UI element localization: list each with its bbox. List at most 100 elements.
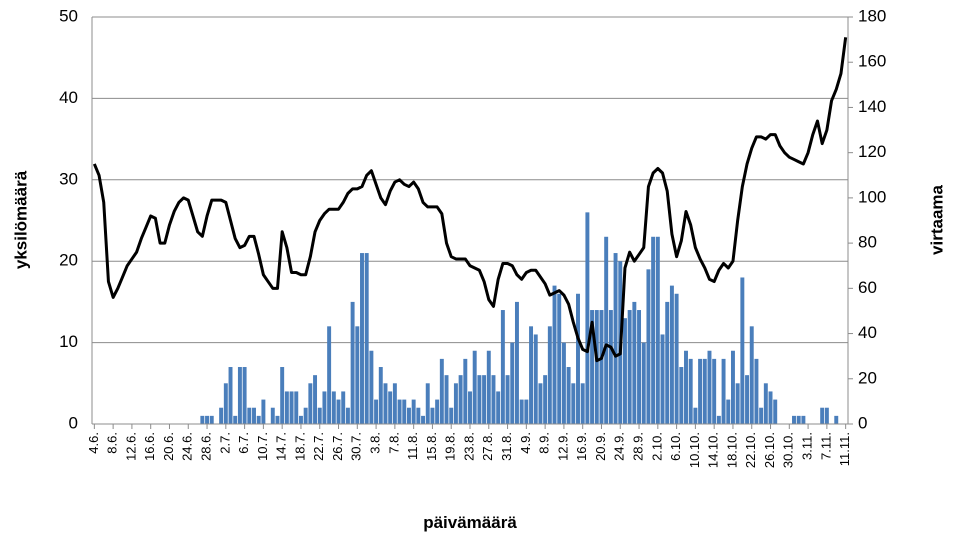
bar [284,391,289,424]
bar [524,399,529,424]
bar [552,285,557,424]
y-tick-label: 30 [59,169,78,188]
y2-tick-label: 160 [858,52,886,71]
bar [237,367,242,424]
bar [716,415,721,424]
bar [383,383,388,424]
x-tick-label: 22.10. [743,432,758,468]
bar [571,383,576,424]
bar [289,391,294,424]
bar [622,318,627,424]
bar [482,375,487,424]
bar [416,407,421,424]
bar [336,399,341,424]
y2-tick-label: 60 [858,278,877,297]
x-tick-label: 7.8. [386,432,401,454]
x-tick-label: 26.10. [762,432,777,468]
bar [496,391,501,424]
bar [378,367,383,424]
bar [270,407,275,424]
x-tick-label: 26.7. [330,432,345,461]
bar [219,407,224,424]
bar [280,367,285,424]
y2-tick-label: 100 [858,187,886,206]
bar [308,383,313,424]
x-axis-label: päivämäärä [423,513,517,532]
bar [543,375,548,424]
bar [458,375,463,424]
y2-tick-label: 140 [858,97,886,116]
y-tick-label: 0 [69,413,78,432]
bar [599,310,604,424]
x-tick-label: 8.6. [105,432,120,454]
x-tick-label: 2.7. [217,432,232,454]
bar [298,415,303,424]
bar [200,415,205,424]
bar [796,415,801,424]
bar [256,415,261,424]
bar [651,236,656,424]
bar [519,399,524,424]
bar [505,375,510,424]
bar [768,391,773,424]
bar [406,407,411,424]
x-tick-label: 6.7. [236,432,251,454]
x-tick-label: 20.9. [593,432,608,461]
bar [397,399,402,424]
y-tick-label: 40 [59,88,78,107]
bar [209,415,214,424]
bar [233,415,238,424]
bar [345,407,350,424]
bar [355,326,360,424]
bar [223,383,228,424]
bar [261,399,266,424]
bar [491,375,496,424]
x-tick-label: 12.6. [123,432,138,461]
x-tick-label: 11.8. [405,432,420,460]
bar [453,383,458,424]
bar [759,407,764,424]
x-tick-label: 6.10. [668,432,683,461]
bar [317,407,322,424]
bar [327,326,332,424]
x-tick-label: 4.6. [86,432,101,454]
y2-tick-label: 20 [858,368,877,387]
bar [275,415,280,424]
x-tick-label: 12.9. [555,432,570,461]
bar [547,326,552,424]
x-tick-label: 10.7. [255,432,270,461]
line [92,37,848,363]
bar [726,399,731,424]
bar [763,383,768,424]
x-tick-label: 2.10. [649,432,664,461]
x-tick-label: 31.8. [499,432,514,461]
bar [608,310,613,424]
x-tick-label: 30.7. [349,432,364,461]
x-tick-label: 3.8. [368,432,383,454]
y-tick-label: 50 [59,6,78,25]
x-tick-label: 30.10. [781,432,796,468]
bar [669,285,674,424]
bar [533,334,538,424]
bar [646,269,651,424]
y2-tick-label: 180 [858,6,886,25]
x-tick-label: 14.7. [274,432,289,461]
bar [627,310,632,424]
bar [486,350,491,424]
bar [660,334,665,424]
bar [749,326,754,424]
x-tick-label: 22.7. [311,432,326,461]
bar [684,350,688,424]
bar [792,415,796,424]
x-tick-label: 8.9. [537,432,552,454]
bar [529,326,534,424]
bar [707,350,712,424]
y-tick-label: 20 [59,251,78,270]
bar [679,367,684,424]
y2-tick-label: 0 [858,413,867,432]
x-tick-label: 16.9. [574,432,589,461]
bar [820,407,825,424]
bar [590,310,595,424]
bar [754,358,759,424]
